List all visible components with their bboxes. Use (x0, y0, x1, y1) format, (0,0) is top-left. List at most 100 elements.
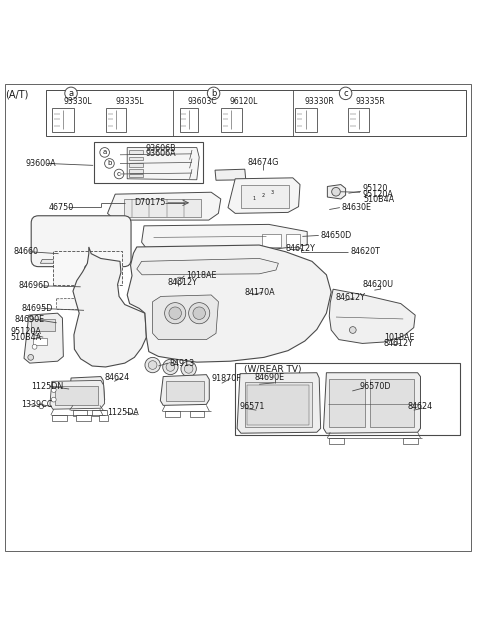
Text: 84660: 84660 (13, 247, 38, 256)
Circle shape (28, 316, 34, 322)
Bar (73, 410, 87, 416)
Circle shape (163, 359, 178, 375)
Text: 84620U: 84620U (363, 280, 394, 289)
Text: 46750: 46750 (49, 203, 74, 212)
Bar (52, 415, 67, 421)
Text: (W/REAR TV): (W/REAR TV) (244, 365, 301, 375)
Text: 96120L: 96120L (229, 97, 258, 106)
Polygon shape (160, 375, 209, 405)
Polygon shape (108, 192, 221, 220)
Bar (221, 107, 242, 132)
Circle shape (39, 404, 44, 409)
Text: 84612Y: 84612Y (285, 244, 315, 253)
Text: 93335L: 93335L (115, 97, 144, 106)
Circle shape (105, 158, 114, 169)
Bar (129, 169, 143, 172)
Text: 1339CC: 1339CC (21, 400, 52, 409)
Polygon shape (142, 225, 307, 250)
Bar (235, 363, 460, 435)
Circle shape (145, 357, 160, 373)
Bar (46, 90, 466, 135)
Polygon shape (228, 178, 300, 213)
Text: 84624: 84624 (407, 402, 432, 411)
Polygon shape (324, 373, 420, 433)
Text: 84612Y: 84612Y (384, 339, 414, 348)
Bar (241, 184, 289, 207)
Text: c: c (117, 171, 121, 177)
Polygon shape (50, 380, 105, 409)
Circle shape (349, 327, 356, 333)
Bar (76, 415, 91, 421)
Text: 84650D: 84650D (321, 231, 352, 240)
Bar (180, 107, 198, 132)
Text: 1018AE: 1018AE (384, 333, 415, 342)
Polygon shape (137, 258, 278, 275)
Text: 1: 1 (253, 197, 256, 202)
Text: (A/T): (A/T) (5, 90, 28, 100)
Circle shape (51, 387, 56, 392)
Circle shape (148, 361, 157, 370)
Text: 1125DA: 1125DA (108, 408, 139, 417)
Text: 1018AE: 1018AE (186, 272, 217, 280)
Polygon shape (24, 313, 63, 363)
Circle shape (165, 303, 186, 324)
Circle shape (84, 265, 90, 271)
Text: 93606B: 93606B (145, 144, 176, 153)
Bar (295, 107, 317, 132)
Polygon shape (329, 289, 415, 343)
Text: 93600A: 93600A (26, 159, 57, 168)
Text: D70175: D70175 (134, 198, 166, 207)
Text: 84690E: 84690E (14, 315, 45, 324)
Text: 91870F: 91870F (211, 374, 241, 383)
Polygon shape (215, 169, 246, 180)
Text: 510B4A: 510B4A (363, 195, 394, 204)
Text: 84674G: 84674G (248, 158, 279, 167)
Text: 84170A: 84170A (245, 287, 276, 296)
Bar (33, 338, 47, 345)
Circle shape (181, 361, 196, 377)
Circle shape (169, 307, 181, 319)
Bar (31, 319, 55, 331)
Bar (129, 156, 143, 160)
Text: 1125DN: 1125DN (31, 382, 63, 391)
Text: 84913: 84913 (170, 359, 195, 368)
Text: 84696D: 84696D (18, 281, 49, 291)
Text: 84612Y: 84612Y (168, 278, 198, 287)
Text: 93335R: 93335R (355, 97, 385, 106)
Circle shape (189, 303, 210, 324)
Circle shape (193, 307, 205, 319)
Bar (74, 384, 97, 397)
Bar (403, 438, 418, 444)
Text: 84695D: 84695D (21, 304, 52, 313)
Bar (286, 235, 300, 247)
Polygon shape (73, 247, 146, 367)
Circle shape (28, 354, 34, 360)
Circle shape (166, 363, 175, 371)
Bar (165, 411, 180, 417)
Text: 2: 2 (262, 193, 264, 198)
Polygon shape (40, 259, 121, 263)
Text: 84620T: 84620T (350, 247, 380, 256)
Text: 84690E: 84690E (254, 373, 285, 382)
Bar (370, 380, 414, 427)
Text: 96570D: 96570D (360, 382, 392, 391)
Text: b: b (107, 160, 112, 167)
Text: 3: 3 (270, 190, 273, 195)
Circle shape (176, 277, 183, 284)
Bar (53, 251, 122, 286)
Bar (92, 410, 107, 416)
Bar (329, 380, 365, 427)
Text: 95120A: 95120A (363, 190, 394, 198)
Bar (329, 438, 344, 444)
Circle shape (114, 169, 124, 179)
Bar (129, 151, 143, 154)
Bar (190, 411, 204, 417)
Text: 96571: 96571 (239, 402, 264, 411)
Circle shape (84, 301, 89, 306)
Text: 84630E: 84630E (342, 203, 372, 212)
Text: a: a (69, 89, 73, 98)
Bar (124, 199, 201, 218)
Polygon shape (127, 245, 331, 362)
Circle shape (392, 339, 397, 345)
Text: b: b (211, 89, 216, 98)
